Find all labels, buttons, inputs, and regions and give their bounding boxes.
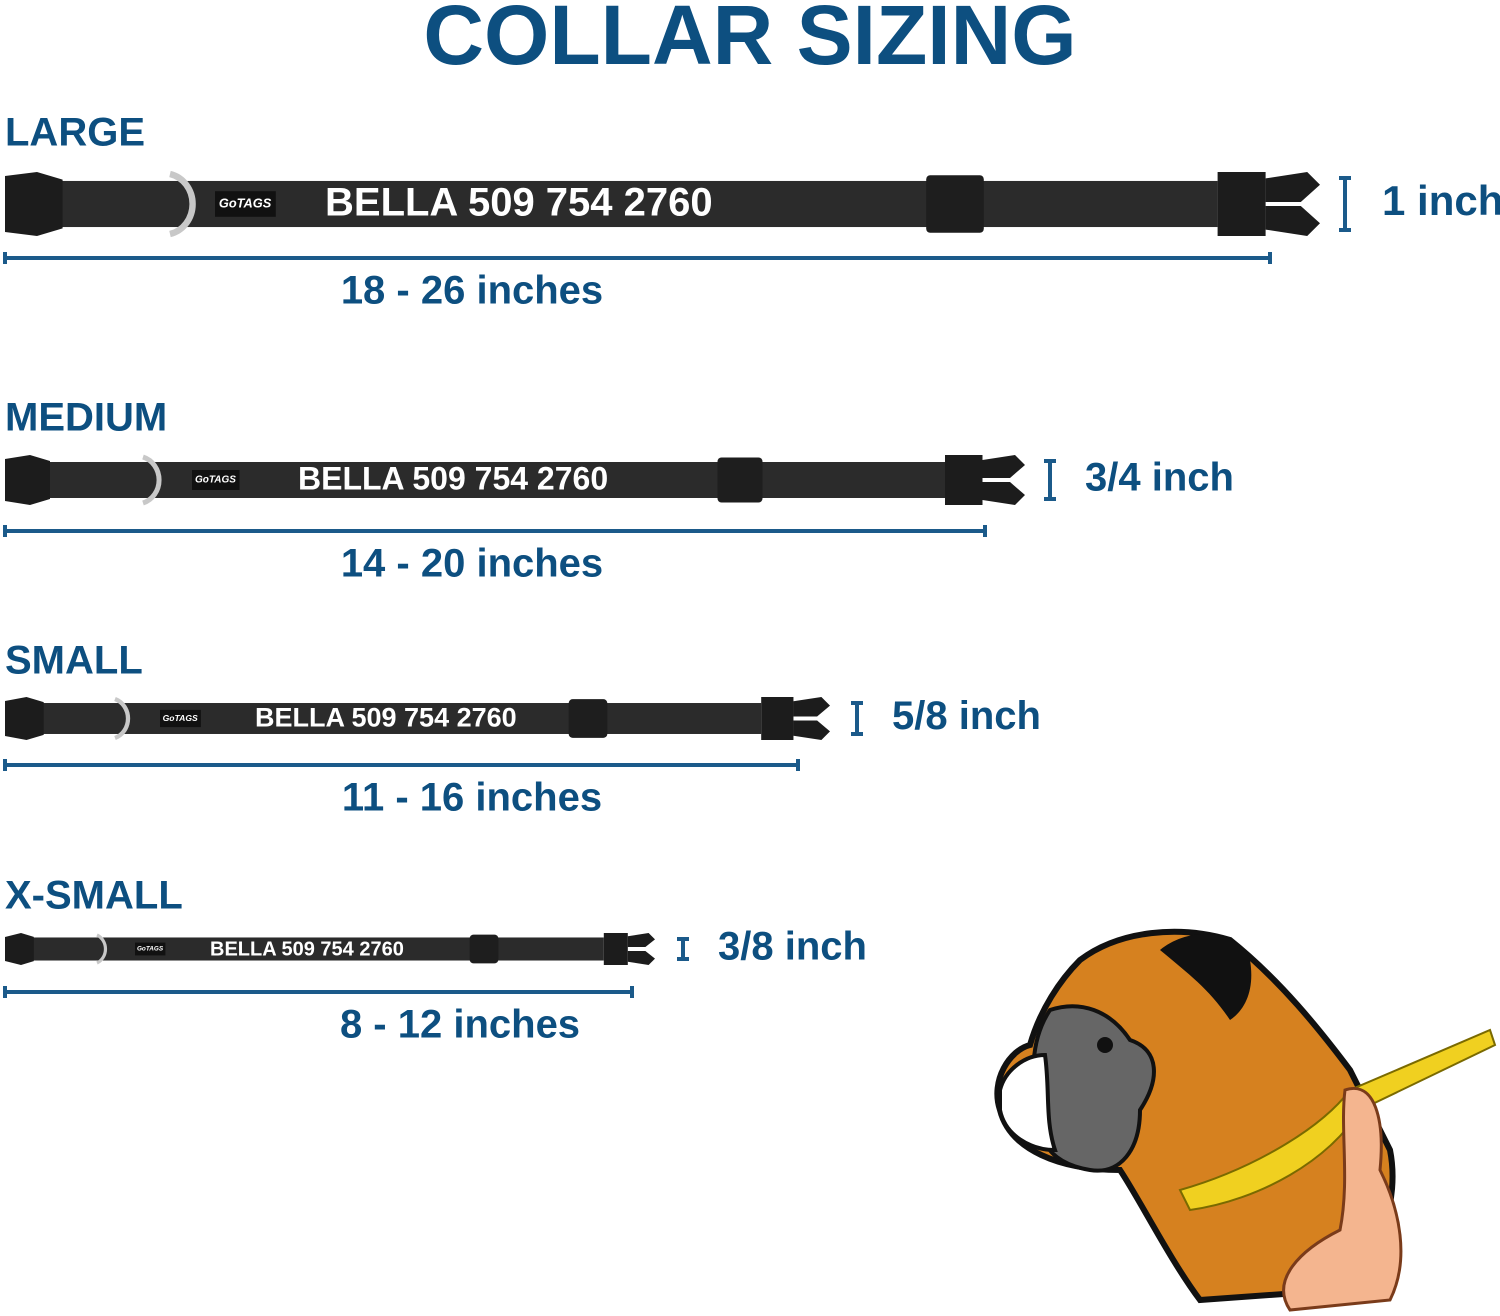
d-ring — [142, 454, 162, 506]
d-ring — [114, 696, 131, 741]
buckle-left — [5, 172, 63, 236]
logo: GoTAGS — [137, 946, 164, 953]
length-line — [3, 525, 987, 537]
buckle-right — [761, 697, 794, 740]
logo: GoTAGS — [219, 195, 272, 210]
width-label: 3/8 inch — [718, 925, 867, 969]
width-marker — [677, 937, 689, 961]
logo-patch — [135, 942, 166, 956]
size-label: X-SMALL — [5, 874, 183, 918]
collar: GoTAGS BELLA 509 754 2760 — [5, 696, 830, 741]
logo-patch — [160, 709, 201, 728]
engraving: BELLA 509 754 2760 — [298, 460, 608, 496]
dog-illustration — [994, 928, 1497, 1312]
engraving: BELLA 509 754 2760 — [325, 181, 713, 225]
slider — [926, 175, 984, 233]
strap — [39, 703, 762, 734]
slider — [568, 699, 608, 738]
size-label: LARGE — [5, 111, 145, 155]
buckle-prongs — [982, 455, 1025, 505]
width-marker — [1339, 176, 1351, 232]
size-label: MEDIUM — [5, 396, 167, 440]
size-label: SMALL — [5, 639, 143, 683]
collar: GoTAGS BELLA 509 754 2760 — [5, 933, 655, 965]
title: COLLAR SIZING — [423, 0, 1076, 82]
width-label: 1 inch — [1382, 177, 1500, 224]
logo: GoTAGS — [195, 475, 236, 486]
d-ring — [96, 933, 107, 965]
engraving: BELLA 509 754 2760 — [255, 703, 517, 733]
length-line — [3, 986, 634, 998]
logo-patch — [192, 470, 240, 490]
buckle-left — [5, 933, 34, 965]
width-label: 3/4 inch — [1085, 456, 1234, 500]
d-ring — [169, 170, 196, 238]
collar: GoTAGS BELLA 509 754 2760 — [5, 454, 1025, 506]
length-label: 18 - 26 inches — [341, 269, 603, 313]
engraving: BELLA 509 754 2760 — [210, 938, 404, 960]
buckle-prongs — [793, 697, 830, 740]
buckle-right — [945, 455, 983, 505]
buckle-left — [5, 697, 44, 740]
logo-patch — [215, 191, 276, 217]
length-line — [3, 759, 800, 771]
slider — [469, 934, 499, 964]
buckle-prongs — [1265, 172, 1320, 236]
slider — [717, 457, 763, 503]
logo: GoTAGS — [163, 713, 198, 723]
collar: GoTAGS BELLA 509 754 2760 — [5, 170, 1320, 238]
length-label: 8 - 12 inches — [340, 1003, 580, 1047]
width-label: 5/8 inch — [892, 694, 1041, 738]
strap — [30, 937, 604, 961]
buckle-left — [5, 455, 50, 505]
length-line — [3, 252, 1272, 264]
buckle-right — [1217, 172, 1266, 236]
length-label: 14 - 20 inches — [341, 542, 603, 586]
buckle-right — [603, 933, 628, 965]
width-marker — [1044, 459, 1056, 501]
buckle-prongs — [627, 933, 655, 965]
length-label: 11 - 16 inches — [342, 776, 602, 820]
width-marker — [851, 701, 863, 736]
